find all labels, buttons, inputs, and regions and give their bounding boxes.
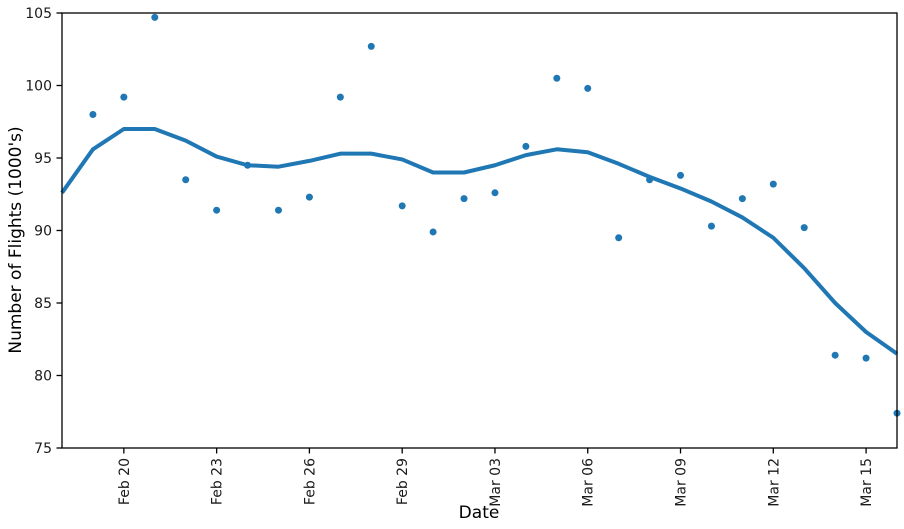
- scatter-point: [553, 74, 561, 82]
- x-tick-label: Mar 03: [488, 458, 504, 507]
- scatter-point: [862, 354, 870, 362]
- x-tick-label: Feb 20: [117, 458, 133, 505]
- x-tick-label: Mar 09: [674, 458, 690, 507]
- scatter-point: [120, 93, 128, 101]
- scatter-point: [491, 189, 499, 197]
- scatter-point: [707, 222, 715, 230]
- scatter-point: [769, 180, 777, 188]
- x-axis-title: Date: [458, 503, 500, 523]
- x-tick-label: Mar 15: [859, 458, 875, 507]
- scatter-point: [738, 195, 746, 203]
- y-tick-label: 80: [34, 369, 52, 385]
- scatter-point: [429, 228, 437, 236]
- trend-line: [60, 127, 899, 356]
- scatter-point: [367, 42, 375, 50]
- scatter-point: [336, 93, 344, 101]
- scatter-point: [182, 176, 190, 184]
- x-tick-label: Feb 29: [395, 458, 411, 505]
- y-tick-label: 95: [34, 151, 52, 167]
- scatter-point: [89, 111, 97, 118]
- x-tick-label: Mar 06: [581, 458, 597, 507]
- y-tick-label: 100: [25, 79, 52, 95]
- scatter-point: [584, 84, 592, 92]
- scatter-point: [800, 224, 808, 232]
- scatter-point: [305, 193, 313, 201]
- y-axis-title: Number of Flights (1000's): [6, 126, 26, 354]
- scatter-point: [831, 351, 839, 359]
- scatter-point: [522, 142, 530, 150]
- scatter-point: [460, 195, 468, 203]
- x-tick-label: Mar 12: [766, 458, 782, 507]
- scatter-point: [151, 13, 159, 21]
- y-tick-label: 85: [34, 296, 52, 312]
- y-tick-label: 105: [25, 6, 52, 22]
- scatter-point: [274, 206, 282, 214]
- x-tick-label: Feb 26: [302, 458, 318, 505]
- scatter-point: [398, 202, 406, 210]
- scatter-point: [615, 234, 623, 242]
- plot-border: [61, 12, 898, 449]
- scatter-point: [677, 171, 685, 179]
- y-tick-label: 75: [34, 441, 52, 457]
- scatter-point: [213, 206, 221, 214]
- y-tick-label: 90: [34, 224, 52, 240]
- x-tick-label: Feb 23: [210, 458, 226, 505]
